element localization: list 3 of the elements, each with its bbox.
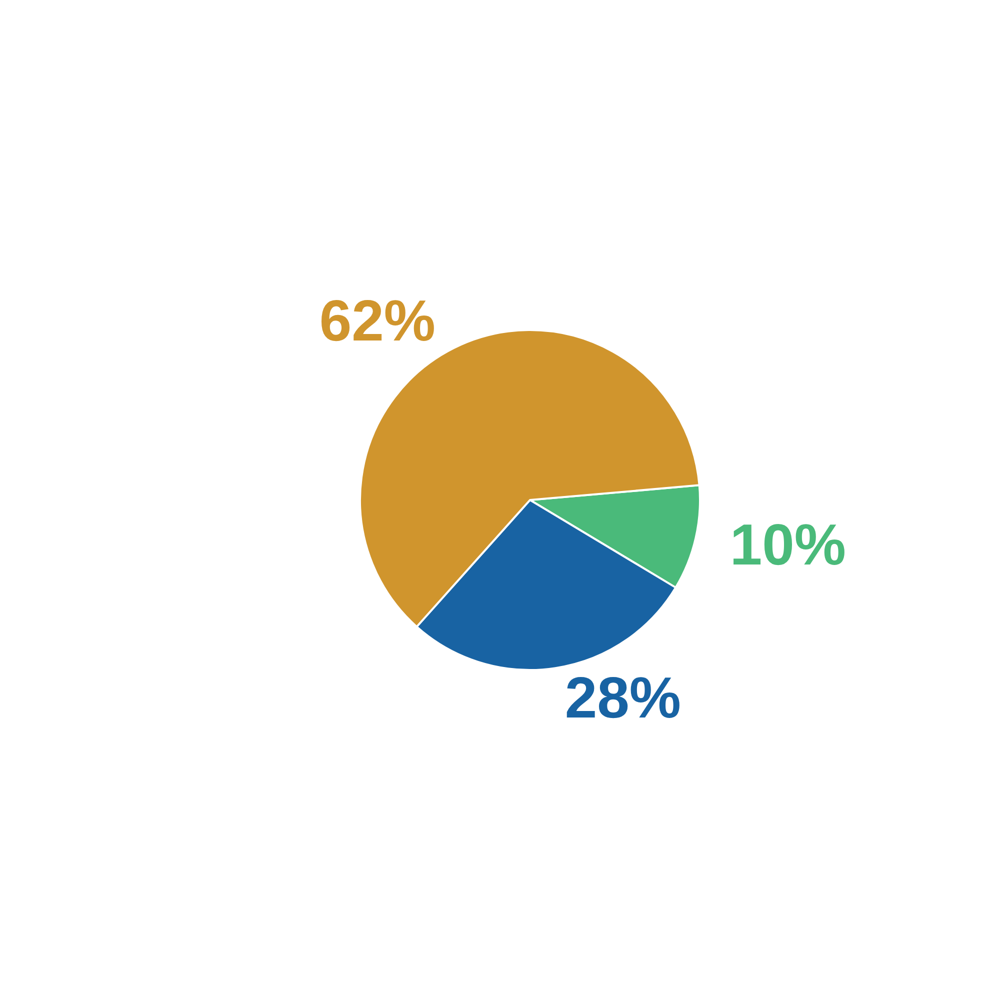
data-label: 10%: [730, 512, 846, 578]
data-label: 62%: [319, 288, 436, 354]
data-label: 28%: [564, 665, 681, 730]
